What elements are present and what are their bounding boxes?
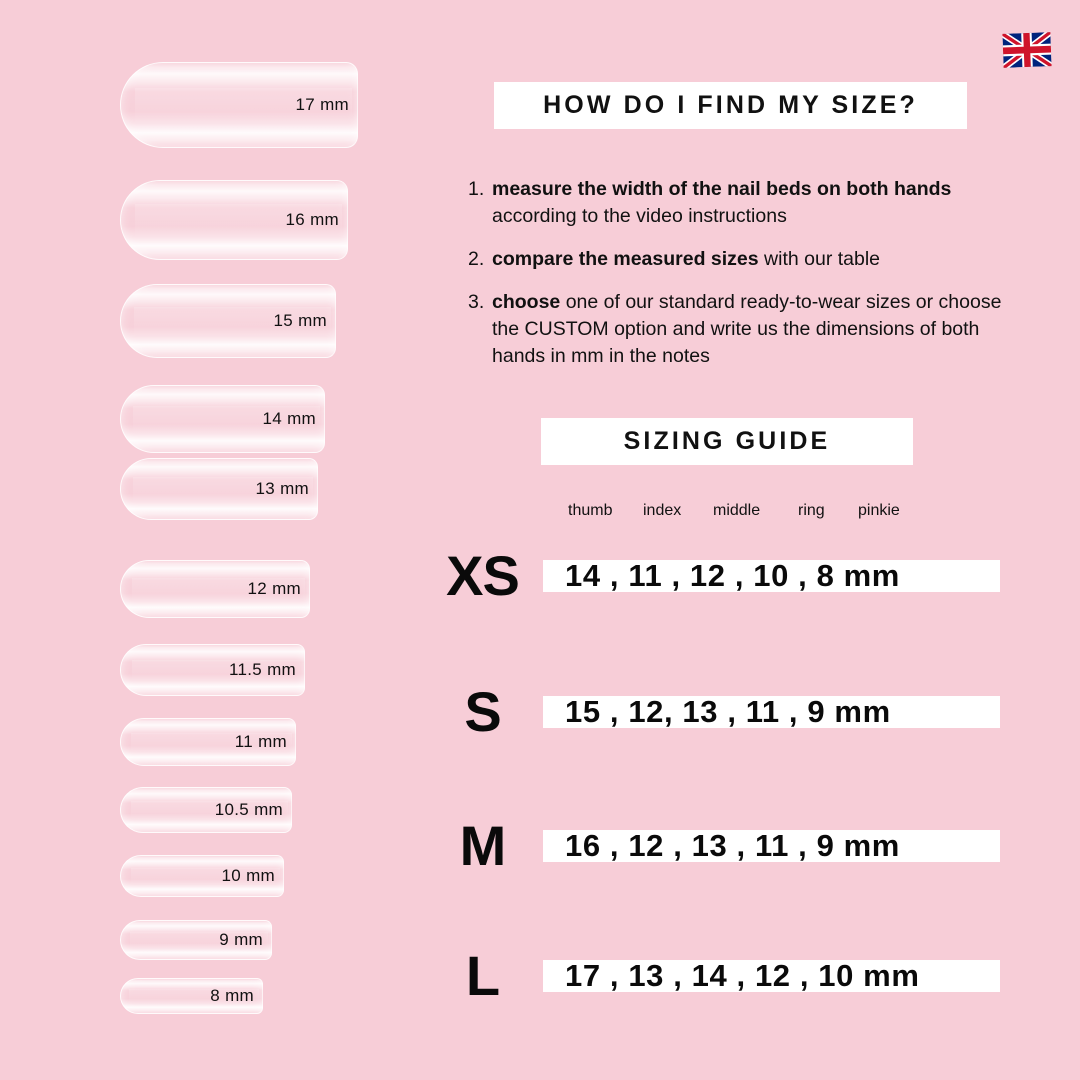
nail-tip-label: 16 mm <box>285 210 339 229</box>
nail-tip: 11.5 mm <box>120 644 305 696</box>
size-label-l: L <box>465 944 500 1007</box>
size-values-bar-l: 17 , 13 , 14 , 12 , 10 mm <box>543 958 1000 993</box>
finger-header-thumb: thumb <box>568 502 613 519</box>
nail-tip: 13 mm <box>120 458 318 520</box>
step-text: compare the measured sizes with our tabl… <box>492 246 1020 273</box>
nail-tip-label: 8 mm <box>210 986 254 1005</box>
step-bold-text: measure the width of the nail beds on bo… <box>492 178 952 200</box>
step-bold-text: compare the measured sizes <box>492 247 759 270</box>
nail-tip: 11 mm <box>120 718 296 766</box>
step-text: choose one of our standard ready-to-wear… <box>492 289 1020 370</box>
nail-tip: 9 mm <box>120 920 272 960</box>
step-number: 1. <box>468 178 485 200</box>
size-row-xs: XS 14 , 11 , 12 , 10 , 8 mm <box>430 540 1030 620</box>
nail-tip-label: 10 mm <box>221 866 275 885</box>
finger-column-headers: thumb index middle ring pinkie <box>545 502 965 524</box>
instruction-step: 3. choose one of our standard ready-to-w… <box>468 289 1020 370</box>
nail-tip-label: 11 mm <box>234 732 287 751</box>
nail-tip: 14 mm <box>120 385 325 453</box>
nail-tip-chart: 17 mm 16 mm 15 mm 14 mm 13 mm 12 mm 11.5… <box>0 0 420 1080</box>
size-values-xs: 14 , 11 , 12 , 10 , 8 mm <box>565 558 900 593</box>
step-number: 2. <box>468 247 485 270</box>
size-label-m: M <box>459 814 507 877</box>
how-to-find-size-title: HOW DO I FIND MY SIZE? <box>543 91 918 119</box>
size-values-m: 16 , 12 , 13 , 11 , 9 mm <box>565 828 900 863</box>
size-row-s: S 15 , 12, 13 , 11 , 9 mm <box>430 678 1030 758</box>
nail-tip: 16 mm <box>120 180 348 260</box>
nail-tip-label: 12 mm <box>247 579 301 598</box>
step-text: measure the width of the nail beds on bo… <box>492 176 1020 230</box>
size-row-l: L 17 , 13 , 14 , 12 , 10 mm <box>430 944 1030 1024</box>
nail-tip: 12 mm <box>120 560 310 618</box>
nail-tip: 10.5 mm <box>120 787 292 833</box>
nail-tip: 15 mm <box>120 284 336 358</box>
nail-tip-label: 13 mm <box>255 479 309 498</box>
finger-header-index: index <box>643 502 682 519</box>
size-values-bar-m: 16 , 12 , 13 , 11 , 9 mm <box>543 828 1000 863</box>
nail-tip: 10 mm <box>120 855 284 897</box>
nail-tip-label: 9 mm <box>219 930 263 949</box>
nail-tip-label: 15 mm <box>273 311 327 330</box>
uk-flag-icon <box>1002 32 1052 68</box>
nail-tip-label: 10.5 mm <box>214 800 283 819</box>
finger-header-ring: ring <box>798 502 825 519</box>
nail-tip-label: 14 mm <box>262 409 316 428</box>
nail-tip: 17 mm <box>120 62 358 148</box>
size-values-l: 17 , 13 , 14 , 12 , 10 mm <box>565 958 920 993</box>
size-values-bar-s: 15 , 12, 13 , 11 , 9 mm <box>543 694 1000 729</box>
step-rest-text: with our table <box>758 247 881 270</box>
instructions-list: 1. measure the width of the nail beds on… <box>468 176 1020 385</box>
step-bold-text: choose <box>492 290 561 313</box>
size-values-bar-xs: 14 , 11 , 12 , 10 , 8 mm <box>543 558 1000 593</box>
finger-header-pinkie: pinkie <box>858 502 900 519</box>
size-values-s: 15 , 12, 13 , 11 , 9 mm <box>565 694 891 729</box>
how-to-find-size-banner: HOW DO I FIND MY SIZE? <box>494 82 967 129</box>
size-label-s: S <box>464 680 501 743</box>
finger-header-middle: middle <box>713 502 761 519</box>
nail-tip-label: 11.5 mm <box>229 660 296 679</box>
nail-tip: 8 mm <box>120 978 263 1014</box>
instruction-step: 1. measure the width of the nail beds on… <box>468 176 1020 230</box>
size-label-xs: XS <box>446 544 520 607</box>
step-rest-text: one of our standard ready-to-wear sizes … <box>492 290 1002 367</box>
step-rest-text: according to the video instructions <box>492 204 787 227</box>
sizing-guide-title: SIZING GUIDE <box>623 427 831 455</box>
size-row-m: M 16 , 12 , 13 , 11 , 9 mm <box>430 812 1030 892</box>
nail-tip-label: 17 mm <box>295 95 349 114</box>
sizing-guide-banner: SIZING GUIDE <box>541 418 913 465</box>
instruction-step: 2. compare the measured sizes with our t… <box>468 246 1020 273</box>
step-number: 3. <box>468 290 485 313</box>
